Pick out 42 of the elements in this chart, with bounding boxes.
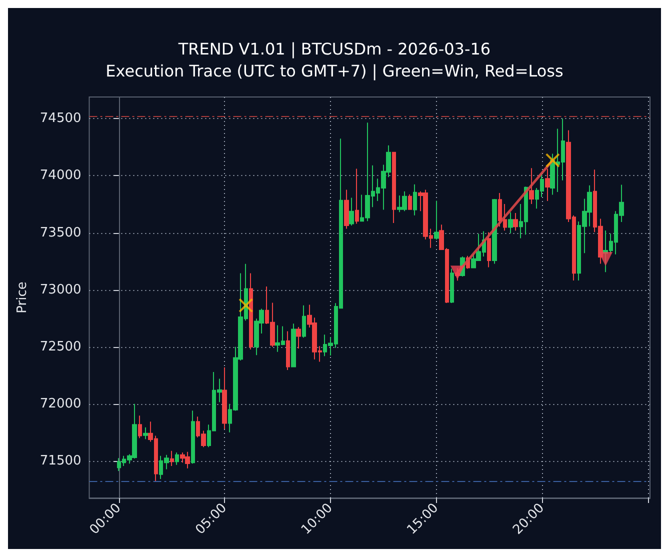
candlestick [355, 168, 359, 224]
candlestick [487, 232, 491, 268]
candlestick [503, 204, 507, 232]
y-axis-title: Price [15, 282, 30, 314]
y-tick-label: 73500 [40, 225, 82, 240]
candlestick [222, 366, 227, 430]
candlestick [550, 153, 555, 196]
candlestick [529, 168, 534, 205]
candlestick [138, 415, 142, 439]
point [546, 153, 560, 168]
candlestick [413, 184, 417, 216]
candlestick [492, 198, 497, 264]
chart-subtitle: Execution Trace (UTC to GMT+7) | Green=Win, Red=Loss [106, 62, 564, 80]
candlestick [249, 272, 253, 350]
candlestick [349, 197, 354, 226]
y-tick-label: 74500 [40, 111, 82, 126]
candlestick [175, 452, 179, 466]
candlestick [191, 410, 195, 464]
candlestick [513, 212, 518, 232]
y-tick-label: 71500 [40, 453, 82, 468]
y-tick-label: 74000 [40, 168, 82, 184]
candlestick [291, 323, 296, 368]
point [238, 298, 253, 312]
candlestick [545, 168, 550, 202]
candlestick [408, 194, 412, 210]
candlestick [143, 426, 148, 440]
candlestick [392, 152, 396, 224]
candlestick [344, 189, 349, 230]
candlestick [450, 268, 454, 304]
candlestick [434, 200, 439, 240]
y-tick-label: 72000 [40, 396, 82, 412]
candlestick [170, 450, 174, 466]
y-tick-label: 72500 [40, 339, 82, 354]
point [598, 252, 613, 266]
candlestick [302, 304, 306, 338]
candlestick [508, 212, 513, 234]
candlestick [286, 330, 290, 370]
point [450, 266, 464, 280]
candlestick [296, 326, 301, 350]
chart-title: TREND V1.01 | BTCUSDm - 2026-03-16 [177, 40, 491, 58]
candlestick [498, 192, 502, 228]
y-tick-label: 73000 [40, 282, 82, 298]
